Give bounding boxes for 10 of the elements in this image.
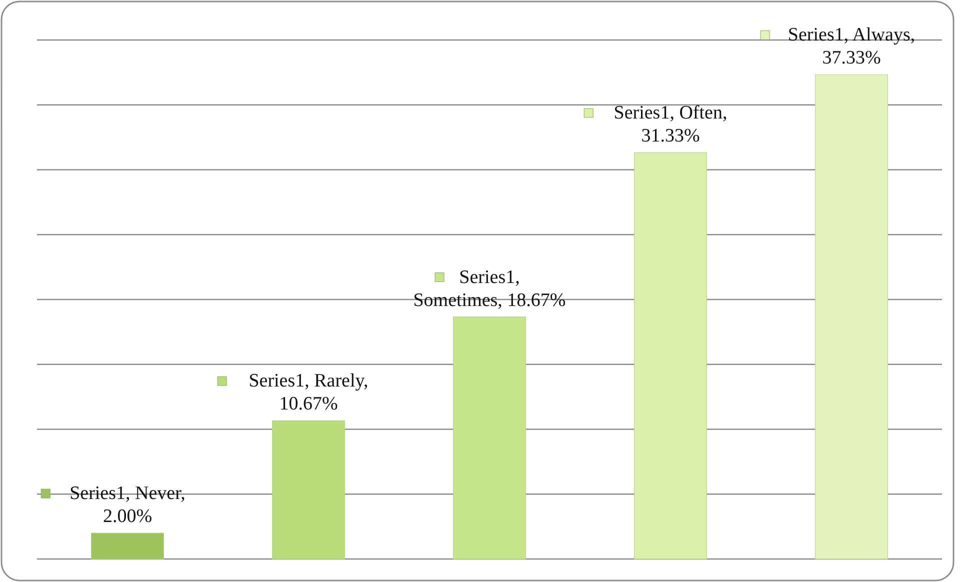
data-label: Series1, Always, 37.33%	[788, 24, 916, 69]
data-label: Series1, Never, 2.00%	[70, 483, 186, 528]
data-label: Series1, Rarely, 10.67%	[248, 370, 368, 415]
bar	[634, 152, 707, 560]
bar	[815, 74, 888, 560]
data-label: Series1, Often, 31.33%	[614, 102, 728, 147]
bar	[91, 532, 164, 560]
data-label: Series1, Sometimes, 18.67%	[413, 266, 566, 311]
bar	[272, 420, 345, 560]
bar	[453, 316, 526, 560]
